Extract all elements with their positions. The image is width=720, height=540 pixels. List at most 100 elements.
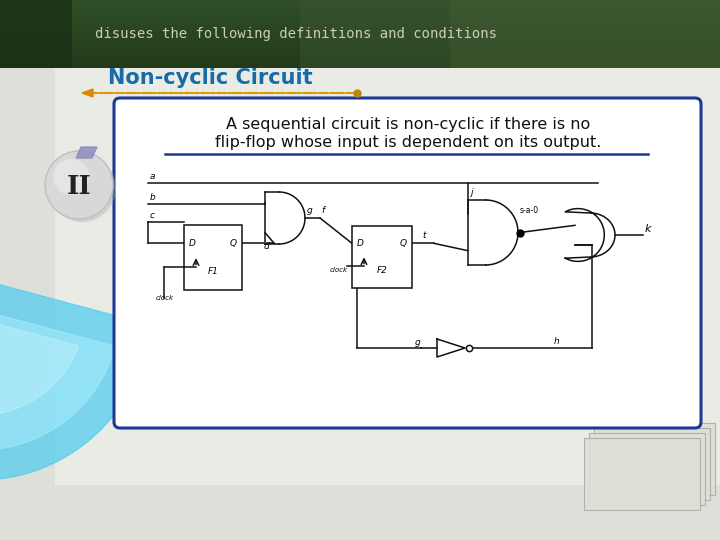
Polygon shape: [437, 339, 465, 357]
Bar: [0, 41, 720, 42]
Bar: [0, 66, 720, 67]
Bar: [0, 57, 720, 58]
Bar: [0, 28, 720, 29]
Bar: [0, 16, 720, 17]
Bar: [0, 42, 720, 43]
Text: D: D: [189, 239, 196, 248]
Bar: [0, 45, 720, 46]
Bar: [0, 22, 720, 23]
Bar: [0, 3, 720, 4]
Text: g: g: [415, 338, 420, 347]
Polygon shape: [565, 208, 615, 261]
Bar: [0, 29, 720, 30]
Bar: [0, 49, 720, 50]
Bar: [0, 52, 720, 53]
Bar: [184, 225, 242, 290]
Bar: [0, 67, 720, 68]
Bar: [0, 38, 720, 39]
Bar: [0, 33, 720, 34]
Bar: [0, 48, 720, 49]
Bar: [450, 0, 720, 68]
Bar: [0, 25, 720, 26]
Text: A sequential circuit is non-cyclic if there is no: A sequential circuit is non-cyclic if th…: [226, 118, 590, 132]
Bar: [0, 23, 720, 24]
Polygon shape: [0, 238, 149, 480]
Bar: [55, 55, 720, 485]
Text: II: II: [67, 174, 91, 199]
Bar: [0, 58, 720, 59]
Bar: [0, 31, 720, 32]
Bar: [0, 50, 720, 51]
Bar: [300, 0, 720, 68]
Text: f: f: [321, 206, 324, 215]
Bar: [0, 27, 720, 28]
Bar: [0, 61, 720, 62]
Bar: [0, 13, 720, 14]
Bar: [0, 39, 720, 40]
Bar: [0, 30, 720, 31]
FancyBboxPatch shape: [599, 423, 715, 495]
Text: j: j: [470, 188, 472, 197]
Bar: [0, 55, 720, 56]
Text: c: c: [150, 211, 155, 220]
Bar: [0, 62, 720, 63]
Polygon shape: [76, 147, 97, 158]
Bar: [0, 19, 720, 20]
Bar: [0, 17, 720, 18]
FancyBboxPatch shape: [594, 428, 710, 500]
Bar: [0, 65, 720, 66]
Polygon shape: [265, 192, 305, 244]
Bar: [0, 18, 720, 19]
Text: clock: clock: [156, 295, 174, 301]
Text: D: D: [357, 239, 364, 248]
Bar: [0, 64, 720, 65]
Bar: [0, 9, 720, 10]
Text: g: g: [307, 206, 312, 215]
Bar: [0, 54, 720, 55]
Bar: [0, 1, 720, 2]
Bar: [0, 15, 720, 16]
Bar: [0, 43, 720, 44]
Bar: [0, 46, 720, 47]
Bar: [0, 47, 720, 48]
Text: d: d: [264, 242, 270, 251]
Text: h: h: [554, 337, 559, 346]
Bar: [0, 44, 720, 45]
Circle shape: [48, 154, 116, 222]
Bar: [0, 14, 720, 15]
Text: a: a: [150, 172, 156, 181]
Bar: [0, 37, 720, 38]
Bar: [0, 20, 720, 21]
Text: flip-flop whose input is dependent on its output.: flip-flop whose input is dependent on it…: [215, 136, 601, 151]
Bar: [0, 51, 720, 52]
Bar: [0, 24, 720, 25]
Circle shape: [53, 159, 89, 195]
Text: s-a-0: s-a-0: [520, 206, 539, 215]
Text: Q: Q: [230, 239, 237, 248]
Bar: [0, 0, 72, 68]
Bar: [0, 40, 720, 41]
Text: clock: clock: [330, 267, 348, 273]
Bar: [0, 60, 720, 61]
Bar: [0, 2, 720, 3]
Text: F1: F1: [207, 267, 218, 276]
Text: b: b: [150, 193, 156, 202]
Polygon shape: [82, 89, 93, 97]
Bar: [0, 36, 720, 37]
Polygon shape: [0, 274, 115, 450]
Bar: [0, 11, 720, 12]
Bar: [352, 226, 412, 288]
Circle shape: [45, 151, 113, 219]
Bar: [0, 0, 720, 1]
Bar: [0, 10, 720, 11]
Bar: [0, 56, 720, 57]
Text: Non-cyclic Circuit: Non-cyclic Circuit: [108, 68, 312, 88]
Bar: [0, 34, 720, 35]
FancyBboxPatch shape: [114, 98, 701, 428]
Bar: [0, 12, 720, 13]
Bar: [0, 59, 720, 60]
Text: t: t: [422, 231, 426, 240]
FancyBboxPatch shape: [584, 438, 700, 510]
Bar: [0, 8, 720, 9]
Polygon shape: [468, 200, 518, 265]
